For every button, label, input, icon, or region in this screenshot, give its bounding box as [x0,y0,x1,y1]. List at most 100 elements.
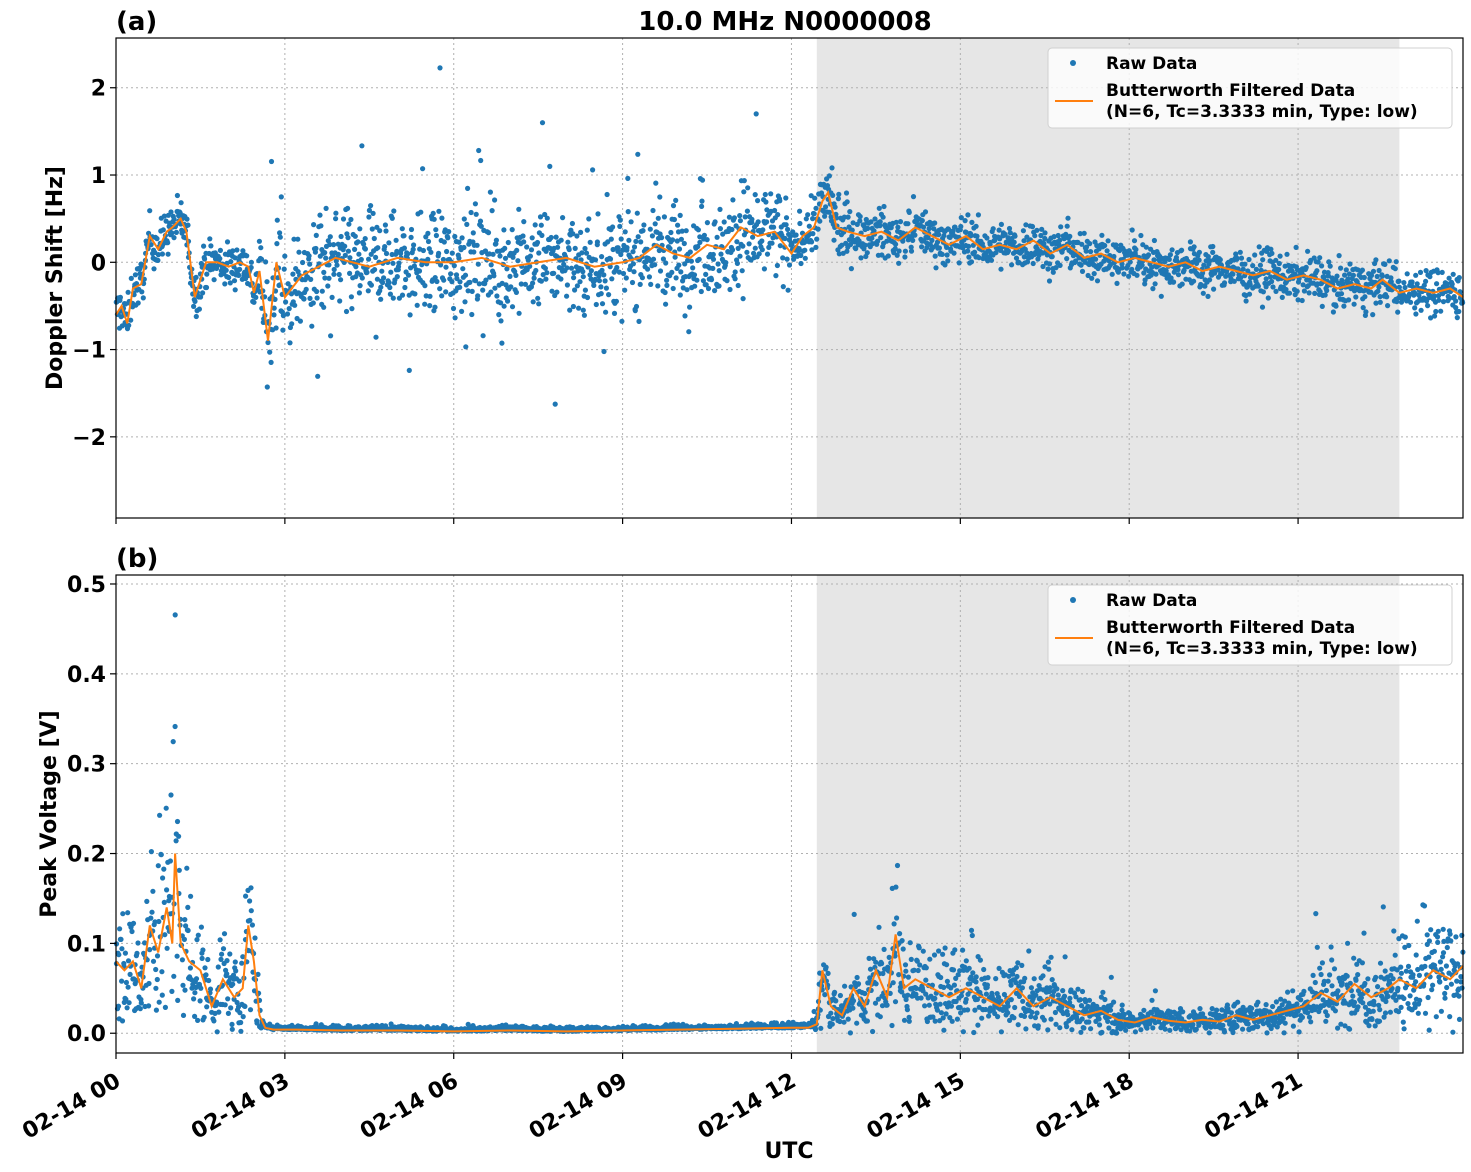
raw-data-point [841,214,848,220]
raw-data-point [247,1007,254,1013]
raw-data-point [359,275,365,281]
figure-title: 10.0 MHz N0000008 [638,7,931,37]
raw-data-point [516,206,522,212]
raw-data-point [885,253,891,259]
raw-data-point [165,240,171,246]
raw-data-point [922,1003,928,1009]
raw-data-point [1040,973,1046,979]
raw-data-point [509,227,515,233]
raw-data-point [749,216,755,222]
raw-data-point [207,986,214,992]
raw-data-point [1338,265,1344,271]
raw-data-point [406,367,412,373]
raw-data-point [382,244,388,250]
raw-data-point [162,932,168,938]
raw-data-point [271,312,277,318]
raw-data-point [126,1000,132,1006]
raw-data-point [635,234,641,240]
raw-data-point [1245,268,1251,274]
raw-data-point [539,232,545,238]
raw-data-point [1269,250,1275,256]
raw-data-point [780,255,786,261]
raw-data-point [811,211,817,217]
raw-data-point [988,257,995,263]
raw-data-point [664,282,670,288]
raw-data-point [237,266,243,272]
raw-data-point [277,234,283,240]
raw-data-point [488,289,494,295]
raw-data-point [1362,294,1368,300]
raw-data-point [142,940,148,946]
raw-data-point [343,308,350,315]
raw-data-point [673,197,679,203]
raw-data-point [125,984,131,990]
raw-data-point [1171,269,1177,275]
raw-data-point [236,272,242,278]
raw-data-point [704,220,711,226]
raw-data-point [1299,297,1305,304]
raw-data-point [1273,288,1279,294]
raw-data-point [1237,249,1243,255]
raw-data-point [920,948,926,954]
raw-data-point [584,294,591,301]
raw-data-point [1299,1014,1305,1021]
raw-data-point [1013,965,1020,971]
raw-data-point [1270,284,1276,290]
raw-data-point [806,223,812,229]
raw-data-point [1104,248,1110,254]
raw-data-point [1129,266,1135,272]
raw-data-point [311,222,317,228]
raw-data-point [1434,281,1440,287]
raw-data-point [932,995,938,1002]
raw-data-point [1277,253,1283,259]
raw-data-point [138,1000,144,1006]
raw-data-point [809,247,815,253]
raw-data-point [514,247,520,253]
raw-data-point [878,235,884,241]
raw-data-point [217,937,223,943]
raw-data-point [1285,989,1291,995]
raw-data-point [727,286,733,293]
raw-data-point [160,875,166,881]
raw-data-point [1114,1030,1120,1036]
raw-data-point [1091,271,1097,277]
raw-data-point [547,163,553,169]
raw-data-point [1081,230,1087,236]
raw-data-point [272,296,278,302]
raw-data-point [322,250,328,256]
raw-data-point [1008,982,1014,988]
raw-data-point [649,233,656,239]
raw-data-point [146,1003,152,1009]
raw-data-point [537,214,544,220]
raw-data-point [1264,1030,1270,1036]
raw-data-point [162,1004,168,1011]
raw-data-point [520,233,526,239]
raw-data-point [140,295,146,301]
raw-data-point [285,281,291,287]
raw-data-point [1431,293,1438,299]
raw-data-point [1255,1024,1261,1030]
raw-data-point [1190,1021,1196,1028]
raw-data-point [502,245,508,251]
raw-data-point [734,260,741,266]
raw-data-point [149,909,155,915]
raw-data-point [214,999,220,1005]
raw-data-point [463,344,469,350]
raw-data-point [986,1013,992,1019]
raw-data-point [369,226,375,232]
raw-data-point [1413,311,1419,317]
raw-data-point [1005,1003,1011,1009]
raw-data-point [1016,993,1023,1000]
raw-data-point [1393,259,1399,265]
raw-data-point [1228,1010,1234,1016]
raw-data-point [439,215,445,221]
raw-data-point [462,272,469,278]
raw-data-point [1263,276,1269,282]
raw-data-point [1034,1010,1040,1016]
raw-data-point [437,65,443,71]
raw-data-point [1169,247,1175,253]
raw-data-point [368,282,374,288]
raw-data-point [444,248,450,255]
raw-data-point [930,1014,936,1020]
raw-data-point [951,982,958,988]
